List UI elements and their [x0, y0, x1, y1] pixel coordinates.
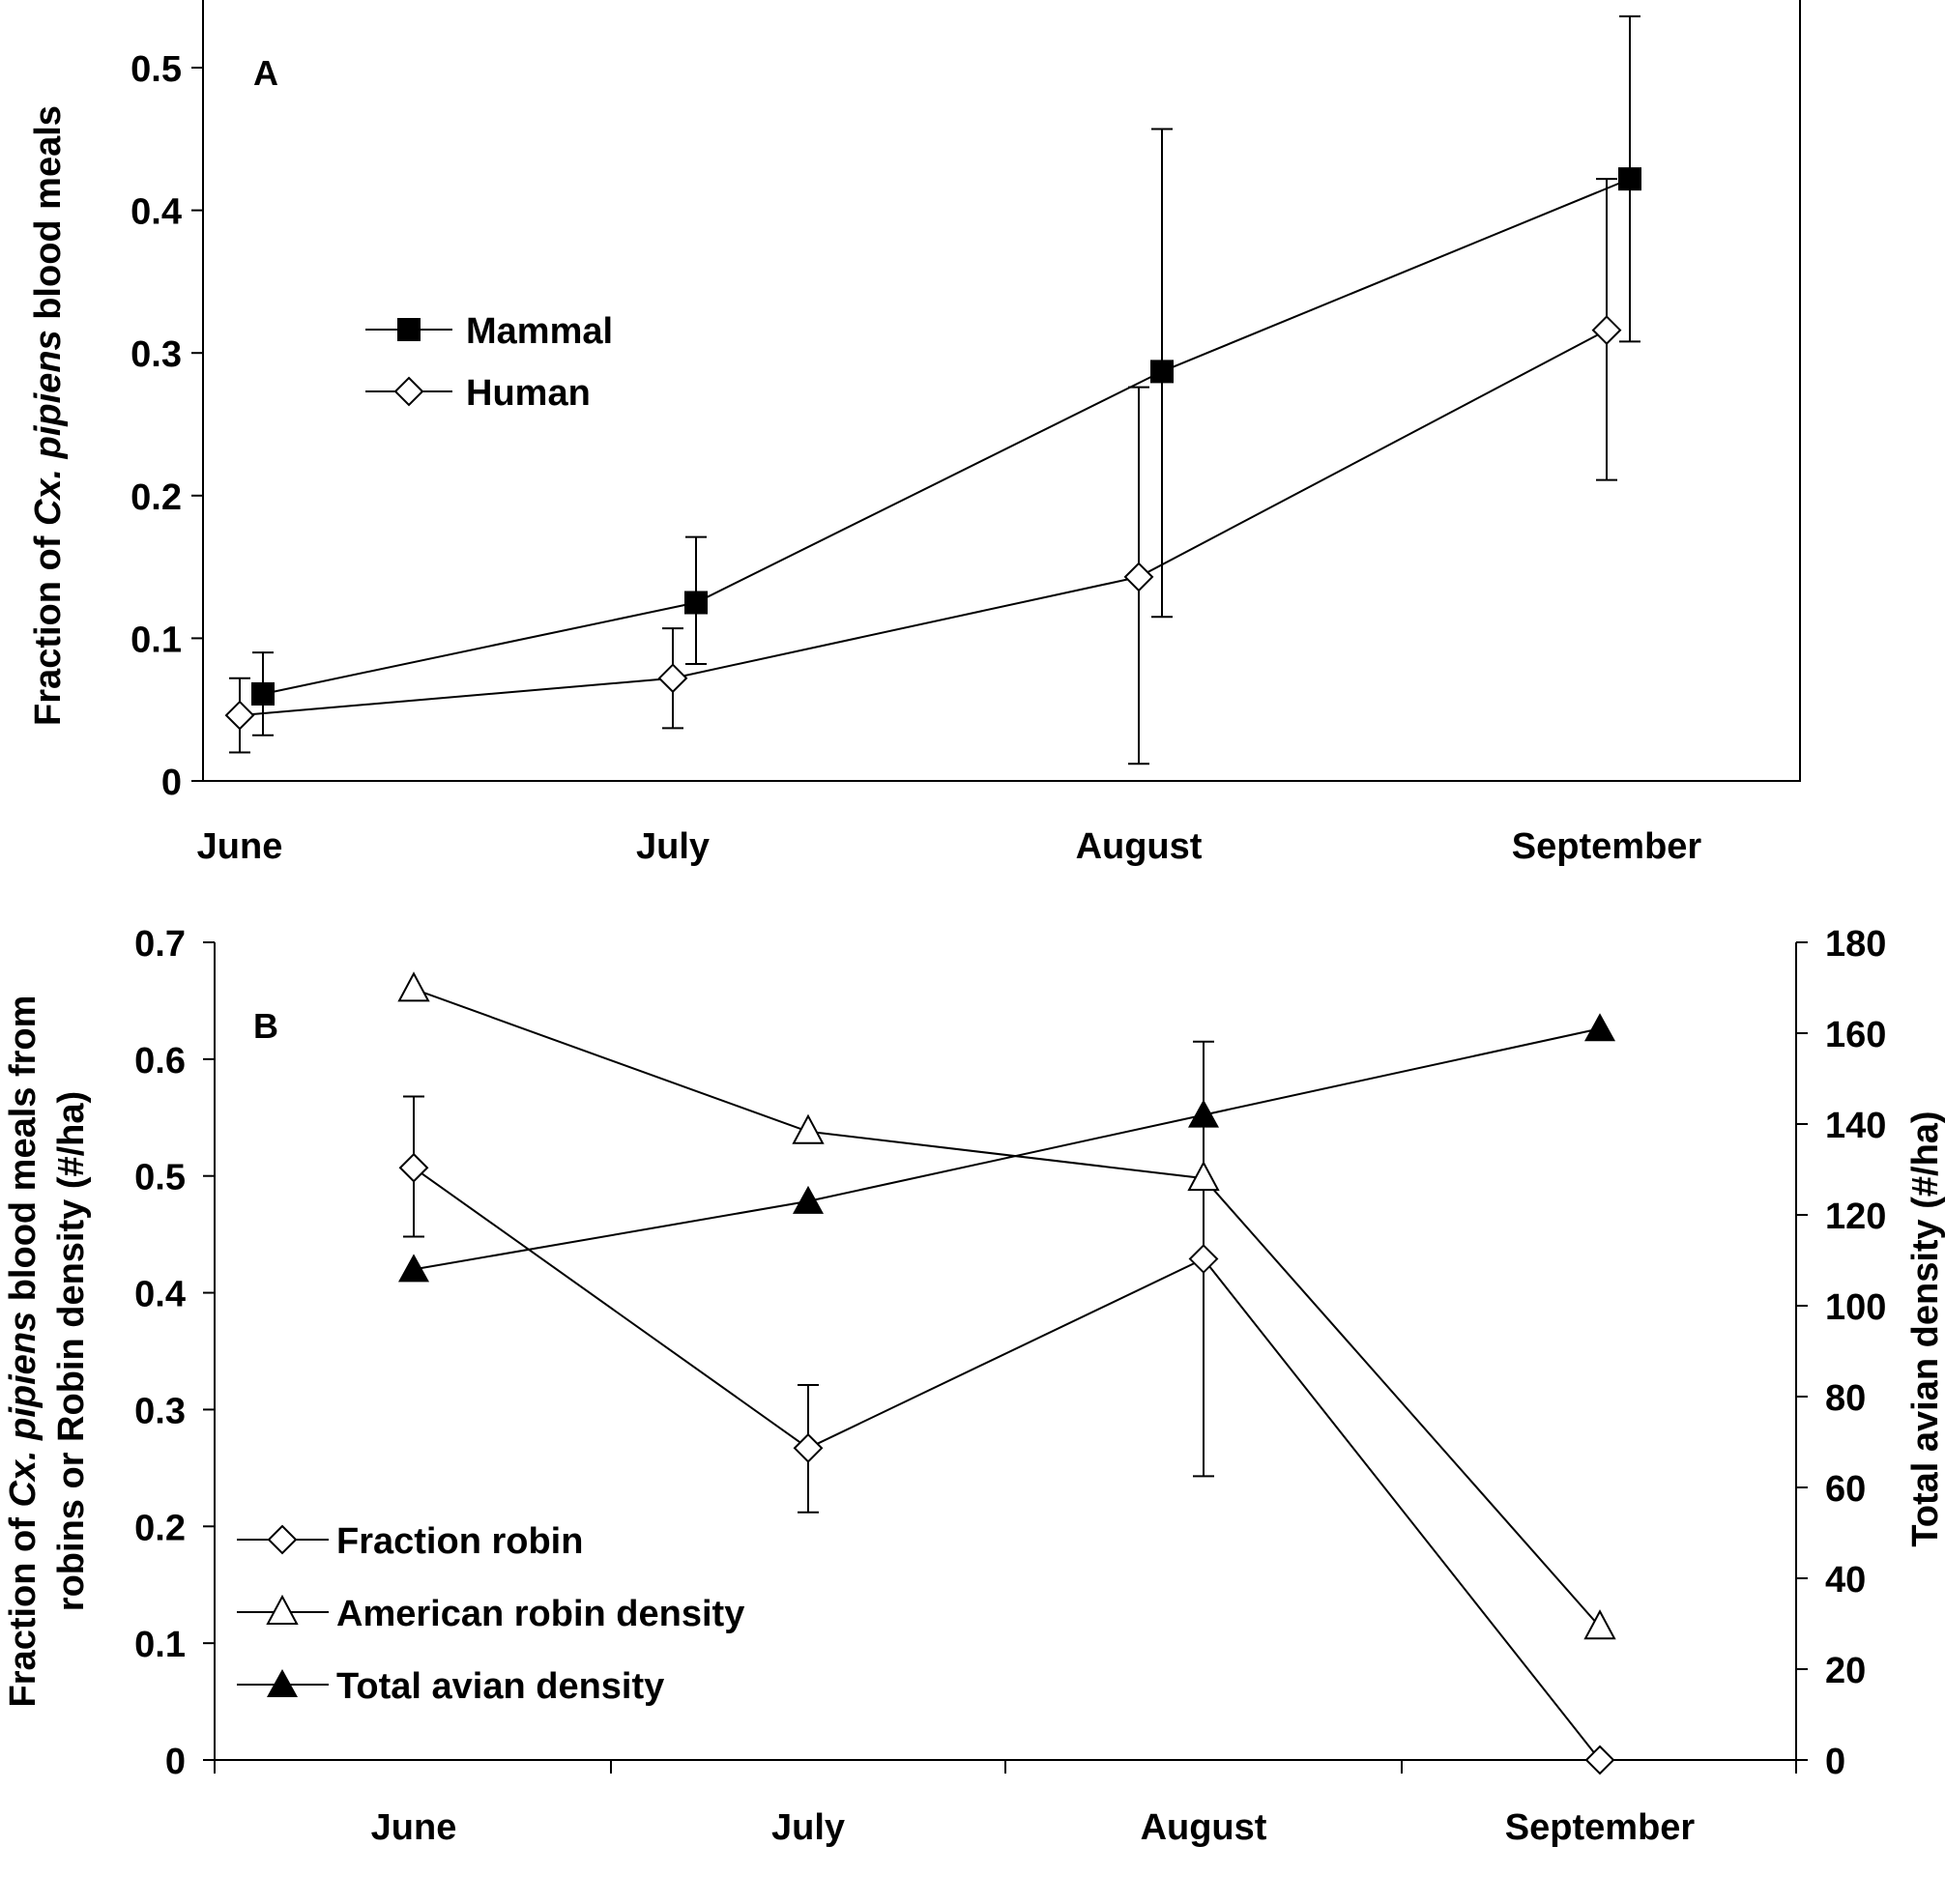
y2-axis-title: Total avian density (#/ha): [1905, 1111, 1945, 1546]
x-tick-label: September: [1512, 826, 1702, 867]
legend-label: Mammal: [466, 311, 613, 352]
mammal-point: [684, 591, 708, 615]
y-tick-label: 0.6: [134, 1041, 186, 1082]
fraction-robin-point: [793, 1432, 824, 1463]
x-tick-label: July: [636, 826, 710, 867]
total-avian-density-point: [1188, 1099, 1219, 1128]
y-tick-label: 0.5: [134, 1158, 186, 1198]
legend-label: American robin density: [336, 1594, 744, 1634]
y-axis-title-part: robins or Robin density (#/ha): [51, 1091, 92, 1611]
x-tick-label: June: [197, 826, 283, 867]
panel-b-legend: Fraction robin American robin density Tota…: [237, 1521, 744, 1707]
y-tick-label: 0.7: [134, 924, 186, 965]
y2-tick-label: 80: [1825, 1378, 1866, 1419]
legend-label: Total avian density: [336, 1666, 664, 1707]
y2-tick-label: 140: [1825, 1106, 1886, 1146]
series-american-robin-density: [397, 971, 1616, 1640]
y-axis-title-part: Cx. pipiens: [28, 330, 69, 526]
legend-mammal-marker: [397, 318, 421, 341]
legend-label: Human: [466, 373, 591, 414]
series-human-line: [239, 329, 1608, 717]
series-fraction-robin: [398, 1040, 1615, 1775]
total-avian-density-point: [398, 1254, 429, 1283]
y-tick-label: 0.1: [134, 1625, 186, 1665]
fraction-robin-point: [1188, 1244, 1219, 1274]
y-axis-title: Fraction of Cx. pipiens blood meals from…: [3, 995, 92, 1708]
human-point: [657, 663, 688, 694]
y2-tick-label: 160: [1825, 1015, 1886, 1055]
series-total-avian-density-line: [413, 1027, 1601, 1271]
human-point: [1591, 315, 1622, 345]
y-axis-title-part: Fraction of: [3, 1508, 44, 1708]
y-tick-label: 0.2: [131, 477, 182, 518]
american-robin-density-point: [1583, 1609, 1616, 1640]
x-tick-label: August: [1141, 1807, 1267, 1848]
y-axis-title-part: Fraction of: [28, 526, 69, 726]
y-tick-label: 0.5: [131, 49, 182, 90]
series-american-robin-density-line: [413, 988, 1601, 1628]
y-tick-label: 0.1: [131, 620, 182, 660]
american-robin-density-point: [1187, 1161, 1220, 1192]
series-mammal: [251, 14, 1641, 736]
y-tick-label: 0.4: [134, 1275, 186, 1315]
y2-tick-label: 100: [1825, 1287, 1886, 1328]
y2-tick-label: 180: [1825, 924, 1886, 965]
legend-total-avian-density-marker: [267, 1669, 298, 1697]
y-axis-title-part: blood meals from: [3, 995, 44, 1312]
legend-human-marker: [393, 376, 424, 407]
fraction-robin-point: [398, 1152, 429, 1183]
y-tick-label: 0.3: [134, 1391, 186, 1431]
fraction-robin-point: [1584, 1745, 1615, 1775]
x-tick-label: June: [371, 1807, 457, 1848]
y-axis-title-part: blood meals: [28, 105, 69, 330]
y2-tick-label: 40: [1825, 1560, 1866, 1601]
y-tick-label: 0: [165, 1742, 186, 1782]
human-point: [1123, 562, 1154, 592]
x-tick-label: September: [1505, 1807, 1696, 1848]
legend-label: Fraction robin: [336, 1521, 583, 1562]
y2-tick-label: 0: [1825, 1742, 1845, 1782]
panel-a-frame: [202, 0, 1801, 782]
american-robin-density-point: [792, 1113, 825, 1144]
mammal-point: [1618, 167, 1641, 191]
series-total-avian-density: [398, 1013, 1615, 1283]
panel-label: A: [253, 53, 278, 93]
y-tick-label: 0.2: [134, 1508, 186, 1548]
panel-a-legend: Mammal Human: [365, 311, 613, 414]
panel-b: 0 0.1 0.2 0.3 0.4 0.5 0.6 0.7 0 20 40 60 80 100 120 140…: [3, 924, 1945, 1848]
panel-label: B: [253, 1006, 278, 1046]
y2-tick-label: 60: [1825, 1469, 1866, 1510]
y-tick-label: 0: [161, 763, 182, 803]
series-fraction-robin-line: [413, 1167, 1601, 1761]
y2-tick-label: 120: [1825, 1197, 1886, 1237]
series-human: [224, 178, 1622, 765]
y-tick-label: 0.3: [131, 334, 182, 375]
legend-fraction-robin-marker: [267, 1524, 298, 1555]
legend-american-robin-density-marker: [266, 1594, 299, 1625]
y2-tick-label: 20: [1825, 1651, 1866, 1691]
mammal-point: [251, 681, 275, 706]
mammal-point: [1150, 360, 1174, 384]
y-axis-title: Fraction of Cx. pipiens blood meals: [28, 105, 69, 726]
total-avian-density-point: [1584, 1013, 1615, 1042]
panel-a: 0 0.1 0.2 0.3 0.4 0.5 June July August September F…: [28, 0, 1801, 867]
total-avian-density-point: [793, 1185, 824, 1214]
x-tick-label: July: [771, 1807, 845, 1848]
y-tick-label: 0.4: [131, 192, 182, 233]
y-axis-title-part: Cx. pipiens: [3, 1312, 44, 1508]
x-tick-label: August: [1076, 826, 1203, 867]
human-point: [224, 700, 255, 731]
series-mammal-line: [262, 178, 1631, 695]
american-robin-density-point: [397, 971, 430, 1002]
